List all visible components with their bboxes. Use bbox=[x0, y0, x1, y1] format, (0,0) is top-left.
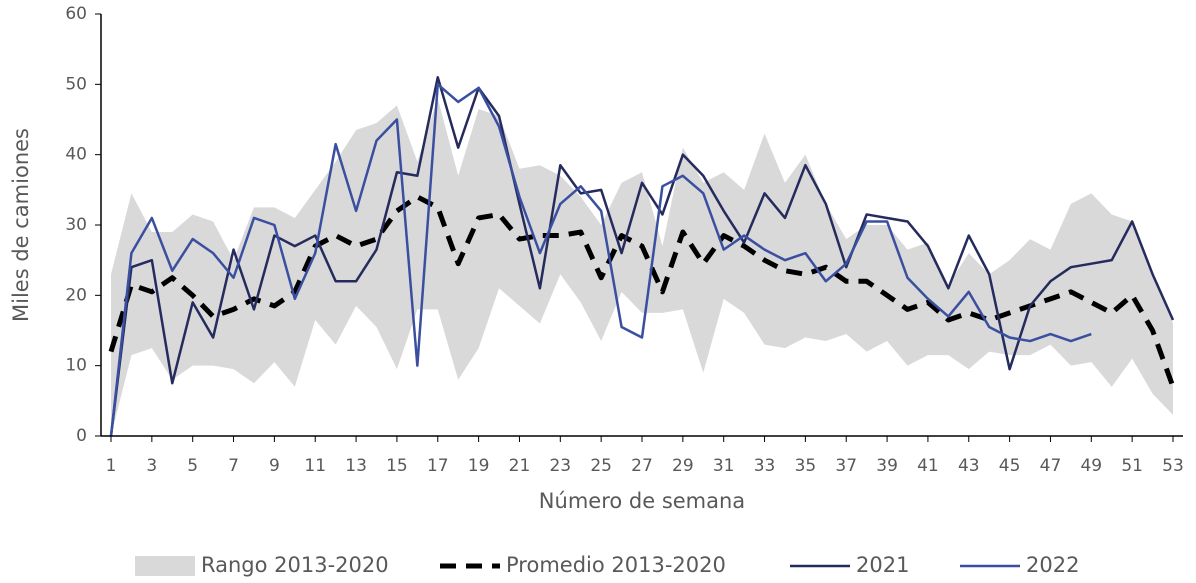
x-tick-label: 3 bbox=[146, 456, 157, 476]
x-tick-label: 15 bbox=[386, 456, 408, 476]
y-tick-label: 10 bbox=[65, 356, 87, 376]
series-line bbox=[109, 83, 1092, 437]
legend-label: Promedio 2013-2020 bbox=[506, 553, 726, 577]
average-line bbox=[108, 194, 1176, 388]
y-tick-label: 0 bbox=[76, 426, 87, 446]
x-tick-label: 33 bbox=[754, 456, 776, 476]
x-tick-label: 31 bbox=[713, 456, 735, 476]
legend-swatch bbox=[135, 556, 195, 576]
x-tick-label: 41 bbox=[917, 456, 939, 476]
x-tick-label: 7 bbox=[228, 456, 239, 476]
x-tick-label: 45 bbox=[999, 456, 1021, 476]
x-tick-label: 11 bbox=[304, 456, 326, 476]
y-tick-label: 60 bbox=[65, 4, 87, 24]
y-tick-label: 40 bbox=[65, 145, 87, 165]
x-tick-label: 37 bbox=[835, 456, 857, 476]
x-tick-label: 19 bbox=[468, 456, 490, 476]
x-tick-label: 49 bbox=[1080, 456, 1102, 476]
x-tick-label: 35 bbox=[795, 456, 817, 476]
x-tick-label: 13 bbox=[345, 456, 367, 476]
x-tick-label: 21 bbox=[509, 456, 531, 476]
x-tick-label: 47 bbox=[1040, 456, 1062, 476]
legend-label: 2022 bbox=[1026, 553, 1079, 577]
x-tick-label: 53 bbox=[1162, 456, 1184, 476]
y-tick-label: 20 bbox=[65, 285, 87, 305]
x-tick-label: 9 bbox=[269, 456, 280, 476]
x-tick-label: 39 bbox=[876, 456, 898, 476]
x-tick-label: 25 bbox=[590, 456, 612, 476]
x-tick-label: 23 bbox=[549, 456, 571, 476]
x-tick-label: 29 bbox=[672, 456, 694, 476]
legend-label: Rango 2013-2020 bbox=[201, 553, 389, 577]
x-axis-label: Número de semana bbox=[539, 489, 745, 513]
x-tick-label: 1 bbox=[106, 456, 117, 476]
x-tick-label: 43 bbox=[958, 456, 980, 476]
y-axis-label: Miles de camiones bbox=[9, 128, 33, 322]
x-tick-label: 17 bbox=[427, 456, 449, 476]
y-tick-label: 50 bbox=[65, 74, 87, 94]
x-tick-label: 5 bbox=[187, 456, 198, 476]
x-tick-label: 27 bbox=[631, 456, 653, 476]
legend-label: 2021 bbox=[856, 553, 909, 577]
x-tick-label: 51 bbox=[1121, 456, 1143, 476]
y-tick-label: 30 bbox=[65, 215, 87, 235]
range-band bbox=[111, 98, 1173, 437]
series-line bbox=[109, 76, 1175, 437]
